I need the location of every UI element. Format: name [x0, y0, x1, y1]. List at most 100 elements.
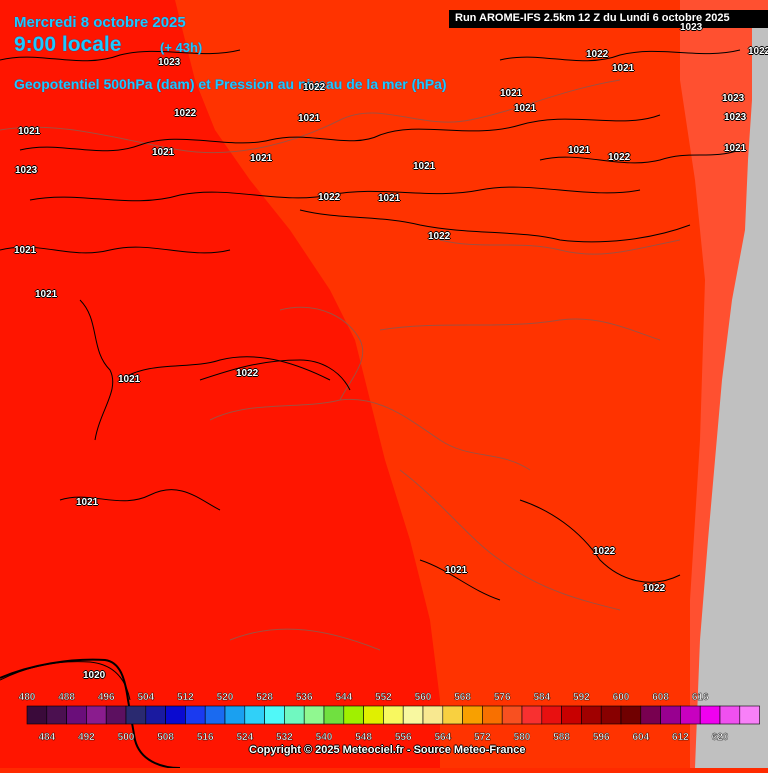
isobar-label: 1021	[612, 63, 635, 74]
scale-swatch	[363, 705, 384, 725]
isobar-label: 1021	[35, 289, 58, 300]
product-title: Geopotentiel 500hPa (dam) et Pression au…	[14, 76, 447, 92]
isobar-label: 1021	[76, 497, 99, 508]
scale-swatch	[719, 705, 741, 725]
isobar-label: 1021	[724, 143, 747, 154]
isobar-label: 1023	[15, 165, 38, 176]
scale-swatch	[26, 705, 48, 725]
scale-swatch	[264, 705, 285, 725]
forecast-time: 9:00 locale	[14, 33, 122, 56]
scale-swatch	[739, 705, 760, 725]
scale-label-top: 512	[177, 692, 194, 703]
forecast-date: Mercredi 8 octobre 2025	[14, 14, 186, 31]
scale-swatch	[402, 705, 424, 725]
scale-label-top: 520	[217, 692, 234, 703]
scale-swatch	[699, 705, 721, 725]
isobar-label: 1021	[152, 147, 175, 158]
scale-swatch	[224, 705, 246, 725]
isobar-label: 1021	[514, 103, 537, 114]
isobar-label: 1021	[378, 193, 401, 204]
scale-swatch	[145, 705, 166, 725]
isobar-label: 1023	[724, 112, 747, 123]
scale-swatch	[541, 705, 562, 725]
isobar-label: 1021	[413, 161, 436, 172]
scale-label-bottom: 524	[236, 732, 253, 743]
color-scale-legend: 480 488 496 504 512 520 528 536 544 552 560 568 576 5…	[0, 686, 768, 768]
scale-label-bottom: 604	[632, 732, 649, 743]
isobar-label: 1022	[428, 231, 451, 242]
scale-swatch	[640, 705, 661, 725]
scale-swatch	[501, 705, 523, 725]
scale-label-bottom: 540	[316, 732, 333, 743]
scale-label-bottom: 532	[276, 732, 293, 743]
run-info: Run AROME-IFS 2.5km 12 Z du Lundi 6 octo…	[455, 12, 730, 24]
isobars	[0, 49, 741, 701]
isobar-label: 1022	[643, 583, 666, 594]
isobar-label: 1022	[748, 46, 768, 57]
scale-label-top: 496	[98, 692, 115, 703]
scale-swatch	[86, 705, 107, 725]
isobar-label: 1023	[722, 93, 745, 104]
scale-label-top: 536	[296, 692, 313, 703]
isobar-label: 1021	[568, 145, 591, 156]
scale-label-bottom: 564	[434, 732, 451, 743]
scale-swatch	[600, 705, 622, 725]
scale-swatch	[343, 705, 364, 725]
scale-swatch	[620, 705, 642, 725]
scale-label-bottom: 492	[78, 732, 95, 743]
copyright: Copyright © 2025 Meteociel.fr - Source M…	[249, 744, 526, 756]
isobar-label: 1022	[174, 108, 197, 119]
scale-swatch	[521, 705, 543, 725]
scale-label-top: 528	[256, 692, 273, 703]
isobar-label: 1021	[14, 245, 37, 256]
isobar-label: 1021	[500, 88, 523, 99]
scale-swatch	[561, 705, 582, 725]
isobar-label: 1023	[680, 22, 703, 33]
scale-label-top: 568	[454, 692, 471, 703]
scale-swatch	[204, 705, 226, 725]
scale-swatch	[680, 705, 701, 725]
scale-swatch	[165, 705, 186, 725]
scale-swatch	[46, 705, 67, 725]
isobar-label: 1021	[298, 113, 321, 124]
scale-label-top: 560	[415, 692, 432, 703]
isobar-label: 1022	[593, 546, 616, 557]
scale-swatch	[125, 705, 147, 725]
scale-swatch	[105, 705, 127, 725]
scale-swatch	[303, 705, 325, 725]
scale-label-bottom: 572	[474, 732, 491, 743]
scale-label-bottom: 580	[514, 732, 531, 743]
scale-swatch	[244, 705, 265, 725]
scale-label-top: 504	[137, 692, 154, 703]
no-data-area	[695, 20, 768, 768]
scale-swatch	[442, 705, 463, 725]
isobar-label: 1022	[318, 192, 341, 203]
geopotential-line	[0, 658, 181, 768]
scale-swatch	[66, 705, 87, 725]
isobar-label: 1022	[303, 82, 326, 93]
color-scale: 480 488 496 504 512 520 528 536 544 552 560 568 576 5…	[18, 692, 760, 743]
scale-label-bottom: 500	[118, 732, 135, 743]
scale-label-top: 544	[335, 692, 352, 703]
scale-swatch	[323, 705, 345, 725]
scale-label-bottom: 596	[593, 732, 610, 743]
scale-swatch	[185, 705, 206, 725]
scale-swatch	[422, 705, 444, 725]
isobar-label: 1021	[445, 565, 468, 576]
scale-label-bottom: 612	[672, 732, 689, 743]
scale-swatch	[660, 705, 681, 725]
scale-label-top: 600	[613, 692, 630, 703]
isobar-label: 1022	[236, 368, 259, 379]
geopotential-zone-572	[0, 0, 440, 768]
scale-label-bottom: 556	[395, 732, 412, 743]
scale-label-top: 488	[58, 692, 75, 703]
scale-label-top: 584	[533, 692, 550, 703]
scale-label-top: 616	[692, 692, 709, 703]
scale-swatch	[482, 705, 503, 725]
scale-swatch	[581, 705, 602, 725]
isobar-label: 1022	[608, 152, 631, 163]
forecast-lead: (+ 43h)	[160, 40, 203, 55]
scale-label-top: 592	[573, 692, 590, 703]
scale-label-top: 552	[375, 692, 392, 703]
